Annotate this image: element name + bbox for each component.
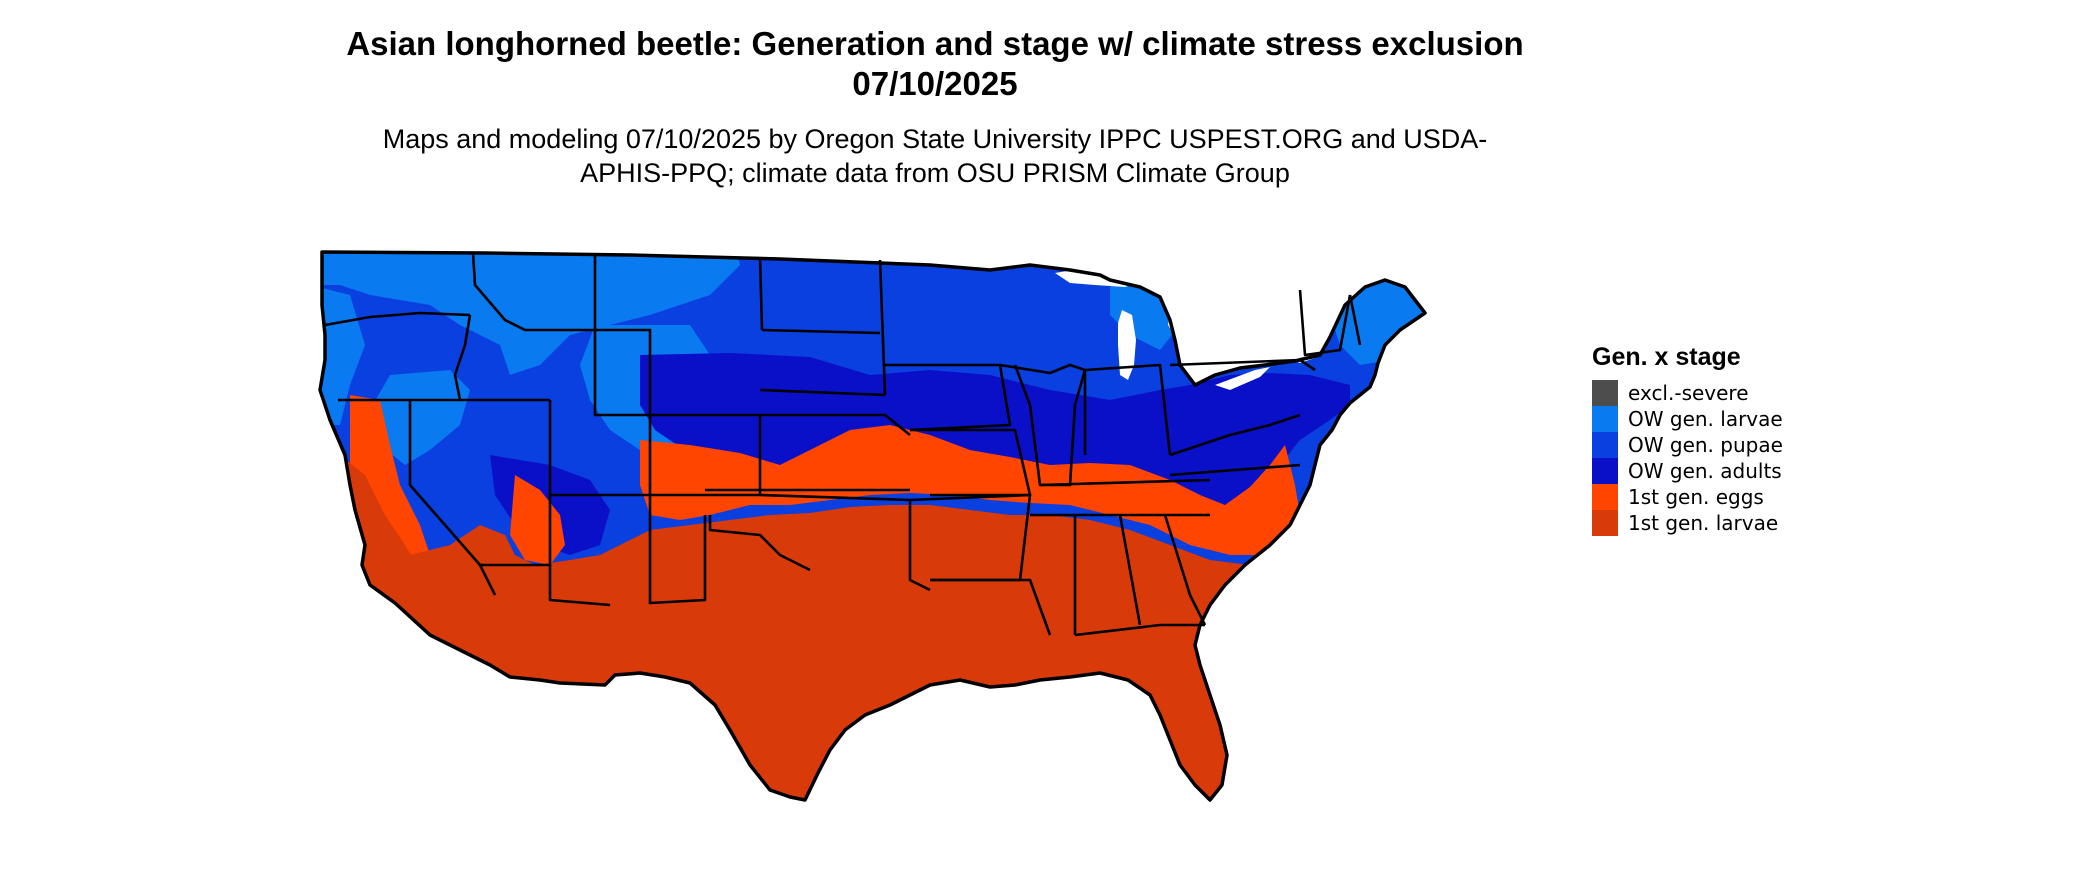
border-nh-me <box>1348 294 1362 346</box>
legend-label: 1st gen. eggs <box>1628 485 1764 509</box>
border-id-mt <box>471 252 595 332</box>
border-la <box>930 578 1052 636</box>
legend-title: Gen. x stage <box>1592 343 1741 371</box>
legend-swatch <box>1592 406 1618 432</box>
border-az-nm <box>548 495 611 607</box>
border-ny-vt-nh <box>1298 289 1352 357</box>
legend-swatch <box>1592 484 1618 510</box>
title-block: Asian longhorned beetle: Generation and … <box>340 24 1530 190</box>
border-tx <box>708 515 811 572</box>
region-1st-gen-larvae-south <box>320 505 1320 800</box>
legend-item-1st-gen-larvae: 1st gen. larvae <box>1592 510 1892 536</box>
legend-swatch <box>1592 510 1618 536</box>
border-va <box>1169 413 1301 457</box>
border-co <box>650 413 762 497</box>
legend-item-1st-gen-eggs: 1st gen. eggs <box>1592 484 1892 510</box>
legend-swatch <box>1592 458 1618 484</box>
border-sd-ne <box>759 388 886 397</box>
lake-huron <box>1168 310 1200 353</box>
legend-label: 1st gen. larvae <box>1628 511 1779 535</box>
border-mo <box>909 428 1032 502</box>
lake-erie <box>1215 367 1270 390</box>
border-or-id <box>453 314 472 401</box>
border-fl <box>1074 623 1205 637</box>
border-ne-ks <box>760 413 911 437</box>
legend-label: OW gen. pupae <box>1628 433 1783 457</box>
lake-michigan <box>1118 310 1136 380</box>
map-subtitle: Maps and modeling 07/10/2025 by Oregon S… <box>382 124 1488 188</box>
border-nd-sd <box>761 328 881 335</box>
border-ky-tn <box>1039 478 1211 487</box>
border-wi-il <box>999 363 1086 375</box>
us-map <box>310 225 1560 890</box>
legend-swatch <box>1592 380 1618 406</box>
us-map-svg <box>318 250 1427 802</box>
legend-label: OW gen. adults <box>1628 459 1782 483</box>
legend-item-ow-pupae: OW gen. pupae <box>1592 432 1892 458</box>
legend-item-ow-adults: OW gen. adults <box>1592 458 1892 484</box>
border-pa-ny <box>1169 358 1316 372</box>
region-ow-larvae-northwest <box>320 252 740 375</box>
border-al-ga <box>1118 514 1142 626</box>
border-ga-sc <box>1163 514 1207 626</box>
legend-item-excl-severe: excl.-severe <box>1592 380 1892 406</box>
border-mn <box>878 259 887 396</box>
border-wa-or <box>324 311 471 327</box>
border-ok-tx <box>759 493 931 592</box>
map-title: Asian longhorned beetle: Generation and … <box>346 25 1524 102</box>
border-nm <box>648 495 707 605</box>
border-oh-wv-pa <box>1084 363 1172 456</box>
legend-label: excl.-severe <box>1628 381 1749 405</box>
border-ca-nv <box>408 400 497 596</box>
legend-label: OW gen. larvae <box>1628 407 1783 431</box>
region-1st-gen-eggs <box>640 425 1300 555</box>
legend-item-ow-larvae: OW gen. larvae <box>1592 406 1892 432</box>
border-mt-nd <box>758 256 764 331</box>
border-ia <box>885 363 1012 432</box>
legend-swatch <box>1592 432 1618 458</box>
border-ut <box>548 400 652 497</box>
region-ow-larvae-great-basin <box>370 370 470 465</box>
border-nc-va <box>1169 463 1301 477</box>
state-borders <box>324 252 1362 637</box>
legend: Gen. x stage excl.-severe OW gen. larvae… <box>1592 342 1892 536</box>
